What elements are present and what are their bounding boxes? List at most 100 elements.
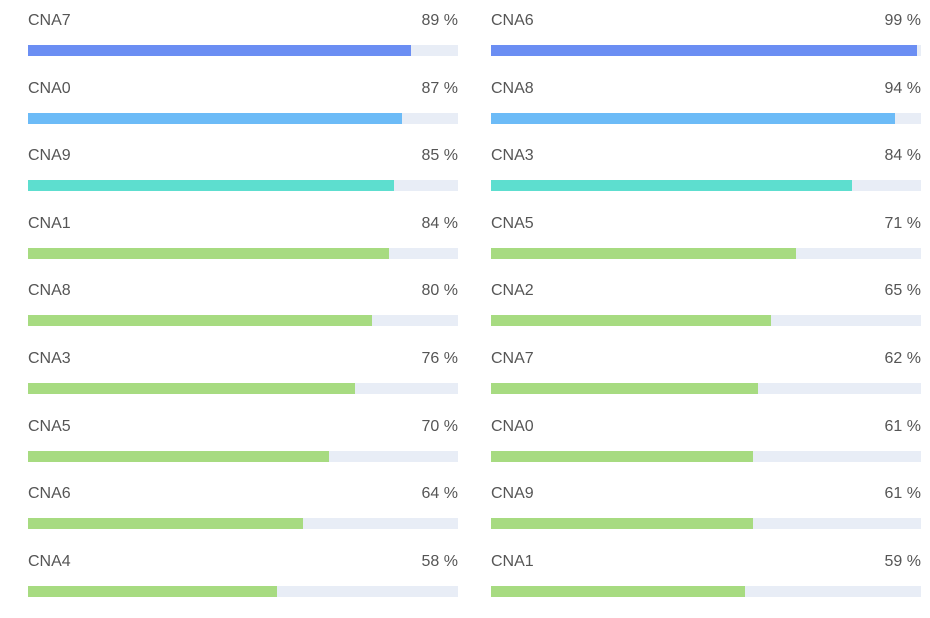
- bar-label: CNA3: [28, 349, 71, 367]
- bar-label: CNA7: [28, 12, 71, 29]
- bar-value-label: 94 %: [884, 79, 921, 97]
- bar-fill: [491, 382, 758, 394]
- bar-value-label: 64 %: [421, 485, 458, 503]
- bar-fill: [28, 112, 403, 124]
- bar-fill: [491, 180, 853, 192]
- bar-value-label: 70 %: [421, 417, 458, 435]
- bar-track: [491, 585, 921, 597]
- bar-track: [28, 585, 458, 597]
- bar-label: CNA8: [28, 282, 71, 300]
- bar-track: [491, 45, 921, 56]
- bar-track: [28, 518, 458, 530]
- bar-label: CNA9: [491, 485, 534, 503]
- bar-value-label: 58 %: [421, 552, 458, 570]
- bar-label: CNA6: [28, 485, 71, 503]
- bar-label: CNA5: [28, 417, 71, 435]
- bar-value-label: 80 %: [421, 282, 458, 300]
- bar-label: CNA4: [28, 552, 71, 570]
- bar-track: [28, 450, 458, 462]
- bar-track: [491, 112, 921, 124]
- bar-value-label: 65 %: [884, 282, 921, 300]
- bar-label: CNA1: [491, 552, 534, 570]
- bar-row: CNA5 71 %: [491, 213, 921, 259]
- bar-value-label: 84 %: [421, 214, 458, 232]
- bar-row: CNA1 84 %: [28, 213, 458, 259]
- bar-track: [28, 112, 458, 124]
- bar-track: [28, 45, 458, 56]
- bar-label: CNA7: [491, 349, 534, 367]
- bar-row-header: CNA9 85 %: [28, 145, 458, 167]
- bar-value-label: 59 %: [884, 552, 921, 570]
- bar-row-header: CNA0 87 %: [28, 78, 458, 100]
- bar-row: CNA3 84 %: [491, 145, 921, 192]
- bar-fill: [28, 585, 278, 597]
- bar-fill: [491, 450, 754, 462]
- bar-row-header: CNA8 80 %: [28, 280, 458, 302]
- bar-value-label: 99 %: [884, 12, 921, 29]
- bar-row-header: CNA1 59 %: [491, 551, 921, 573]
- bar-row: CNA4 58 %: [28, 551, 458, 597]
- bar-row-header: CNA9 61 %: [491, 483, 921, 505]
- bar-row-header: CNA0 61 %: [491, 416, 921, 438]
- bar-value-label: 61 %: [884, 417, 921, 435]
- bar-fill: [28, 247, 390, 259]
- bar-fill: [28, 518, 304, 530]
- bar-row: CNA8 80 %: [28, 280, 458, 327]
- bar-row: CNA3 76 %: [28, 348, 458, 394]
- bar-fill: [491, 45, 917, 56]
- bar-row: CNA6 64 %: [28, 483, 458, 530]
- bar-track: [491, 315, 921, 327]
- bar-label: CNA0: [491, 417, 534, 435]
- bar-column-left: CNA7 89 % CNA0 87 % CNA9 85 % CNA1 84 % CNA8 80 %…: [28, 10, 458, 597]
- bar-row: CNA7 89 %: [28, 10, 458, 56]
- bar-fill: [28, 315, 372, 327]
- bar-label: CNA0: [28, 79, 71, 97]
- bar-fill: [491, 585, 745, 597]
- bar-row: CNA8 94 %: [491, 78, 921, 124]
- bar-value-label: 61 %: [884, 485, 921, 503]
- bar-value-label: 89 %: [421, 12, 458, 29]
- bar-track: [491, 180, 921, 192]
- bar-row: CNA0 61 %: [491, 416, 921, 462]
- bar-fill: [28, 382, 355, 394]
- bar-track: [28, 315, 458, 327]
- bar-fill: [491, 315, 771, 327]
- bar-row: CNA0 87 %: [28, 78, 458, 124]
- bar-label: CNA8: [491, 79, 534, 97]
- bar-row-header: CNA8 94 %: [491, 78, 921, 100]
- bar-fill: [491, 247, 797, 259]
- bar-row-header: CNA5 71 %: [491, 213, 921, 235]
- bar-row: CNA1 59 %: [491, 551, 921, 597]
- bar-track: [491, 518, 921, 530]
- bar-fill: [28, 180, 394, 192]
- bar-row-header: CNA1 84 %: [28, 213, 458, 235]
- bar-row-header: CNA7 89 %: [28, 10, 458, 32]
- bar-value-label: 71 %: [884, 214, 921, 232]
- bar-value-label: 87 %: [421, 79, 458, 97]
- bar-label: CNA2: [491, 282, 534, 300]
- bar-track: [28, 180, 458, 192]
- bar-track: [491, 382, 921, 394]
- bar-value-label: 84 %: [884, 147, 921, 165]
- bar-value-label: 62 %: [884, 349, 921, 367]
- bar-row-header: CNA7 62 %: [491, 348, 921, 370]
- bar-value-label: 76 %: [421, 349, 458, 367]
- bar-track: [28, 247, 458, 259]
- bar-track: [491, 450, 921, 462]
- bar-row: CNA2 65 %: [491, 280, 921, 327]
- bar-row: CNA7 62 %: [491, 348, 921, 394]
- bar-fill: [491, 518, 754, 530]
- bar-row-header: CNA6 64 %: [28, 483, 458, 505]
- bar-label: CNA3: [491, 147, 534, 165]
- bar-row-header: CNA2 65 %: [491, 280, 921, 302]
- bar-fill: [28, 450, 329, 462]
- bar-row: CNA5 70 %: [28, 416, 458, 462]
- bar-row: CNA6 99 %: [491, 10, 921, 56]
- bar-row-header: CNA5 70 %: [28, 416, 458, 438]
- bar-fill: [28, 45, 411, 56]
- bar-row-header: CNA3 76 %: [28, 348, 458, 370]
- bar-label: CNA6: [491, 12, 534, 29]
- bar-row-header: CNA6 99 %: [491, 10, 921, 32]
- bar-fill: [491, 112, 896, 124]
- bar-row-header: CNA3 84 %: [491, 145, 921, 167]
